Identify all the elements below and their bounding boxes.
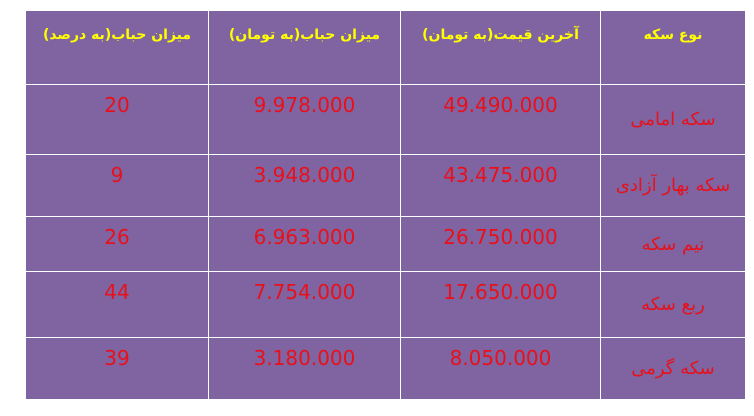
value-cell: 9.978.000 — [208, 84, 401, 155]
value-cell: 44 — [25, 271, 209, 338]
value-cell: 8.050.000 — [400, 337, 601, 400]
value-cell: 26 — [25, 216, 209, 272]
coin-name-cell: سکه امامی — [600, 84, 746, 155]
value-cell: 3.948.000 — [208, 154, 401, 217]
value-cell: 17.650.000 — [400, 271, 601, 338]
table-row: سکه بهار آزادی 43.475.000 3.948.000 9 — [25, 154, 746, 217]
value-cell: 39 — [25, 337, 209, 400]
header-cell: میزان حباب(به درصد) — [25, 10, 209, 85]
header-cell: آخرین قیمت(به تومان) — [400, 10, 601, 85]
header-cell: نوع سکه — [600, 10, 746, 85]
value-cell: 9 — [25, 154, 209, 217]
coin-name-cell: نیم سکه — [600, 216, 746, 272]
coin-name-cell: ربع سکه — [600, 271, 746, 338]
coin-name-cell: سکه گرمی — [600, 337, 746, 400]
value-cell: 26.750.000 — [400, 216, 601, 272]
value-cell: 7.754.000 — [208, 271, 401, 338]
table-row: سکه گرمی 8.050.000 3.180.000 39 — [25, 337, 746, 400]
table-row: ربع سکه 17.650.000 7.754.000 44 — [25, 271, 746, 338]
table-wrapper: نوع سکه آخرین قیمت(به تومان) میزان حباب(به… — [25, 10, 746, 400]
coin-name-cell: سکه بهار آزادی — [600, 154, 746, 217]
header-cell: میزان حباب(به تومان) — [208, 10, 401, 85]
value-cell: 6.963.000 — [208, 216, 401, 272]
coin-table: نوع سکه آخرین قیمت(به تومان) میزان حباب(به… — [25, 10, 746, 400]
value-cell: 49.490.000 — [400, 84, 601, 155]
value-cell: 43.475.000 — [400, 154, 601, 217]
header-row: نوع سکه آخرین قیمت(به تومان) میزان حباب(به… — [25, 10, 746, 85]
table-row: سکه امامی 49.490.000 9.978.000 20 — [25, 84, 746, 155]
value-cell: 3.180.000 — [208, 337, 401, 400]
value-cell: 20 — [25, 84, 209, 155]
table-row: نیم سکه 26.750.000 6.963.000 26 — [25, 216, 746, 272]
